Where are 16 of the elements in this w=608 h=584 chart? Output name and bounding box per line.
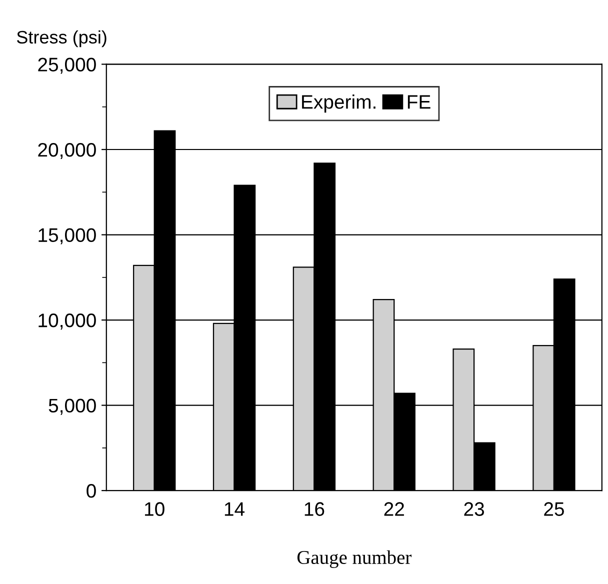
x-tick-label: 10 (145, 502, 164, 516)
y-tick-label: 0 (86, 484, 96, 498)
legend-label: Experim. (302, 94, 376, 113)
legend-label: FE (408, 95, 430, 109)
y-tick-label: 20,000 (38, 142, 96, 160)
y-tick-label: 10,000 (38, 314, 96, 330)
x-axis-title: Gauge number (297, 550, 412, 568)
y-tick-label: 15,000 (38, 228, 96, 244)
x-tick-label: 22 (384, 502, 404, 516)
x-tick-label: 23 (464, 502, 484, 516)
x-tick-label: 14 (224, 502, 245, 516)
y-tick-label: 25,000 (38, 58, 96, 74)
y-axis-title: Stress (psi) (16, 30, 106, 48)
x-tick-label: 25 (544, 502, 564, 516)
x-tick-label: 16 (304, 502, 324, 516)
y-tick-label: 5,000 (48, 398, 96, 415)
